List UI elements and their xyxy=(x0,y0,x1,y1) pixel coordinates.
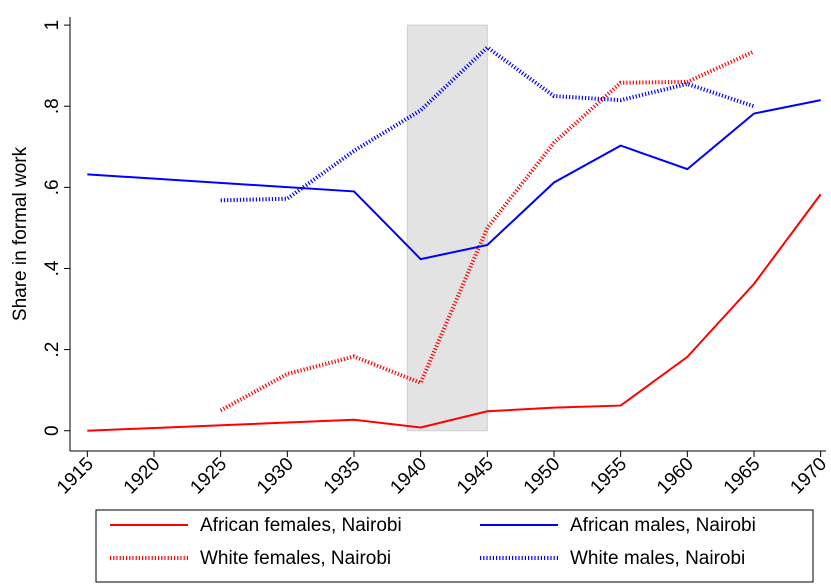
x-tick-label: 1955 xyxy=(586,454,631,499)
legend-box xyxy=(95,509,814,583)
x-tick-label: 1920 xyxy=(120,454,165,499)
legend-label: White males, Nairobi xyxy=(570,548,745,569)
x-tick-label: 1935 xyxy=(320,454,365,499)
x-tick-label: 1930 xyxy=(253,454,298,499)
x-tick-label: 1950 xyxy=(520,454,565,499)
y-tick-label: .6 xyxy=(42,179,63,195)
x-tick-label: 1945 xyxy=(453,454,498,499)
x-tick-label: 1965 xyxy=(720,454,765,499)
shaded-period xyxy=(406,24,488,432)
y-tick-label: .4 xyxy=(42,260,63,276)
x-tick-label: 1915 xyxy=(53,454,98,499)
y-tick-label: 0 xyxy=(42,425,63,436)
x-tick-label: 1970 xyxy=(786,454,831,499)
legend-label: African males, Nairobi xyxy=(570,515,756,536)
series-line xyxy=(87,99,821,261)
series-line xyxy=(87,193,822,432)
legend-label: White females, Nairobi xyxy=(200,548,391,569)
y-tick-label: .8 xyxy=(42,98,63,114)
y-tick-label: .2 xyxy=(42,342,63,358)
legend-label: African females, Nairobi xyxy=(200,515,402,536)
x-tick-label: 1940 xyxy=(386,454,431,499)
series-line xyxy=(219,49,755,413)
y-tick-label: 1 xyxy=(42,20,63,31)
x-tick-label: 1960 xyxy=(653,454,698,499)
x-tick-label: 1925 xyxy=(186,454,231,499)
y-axis-label: Share in formal work xyxy=(10,146,31,321)
